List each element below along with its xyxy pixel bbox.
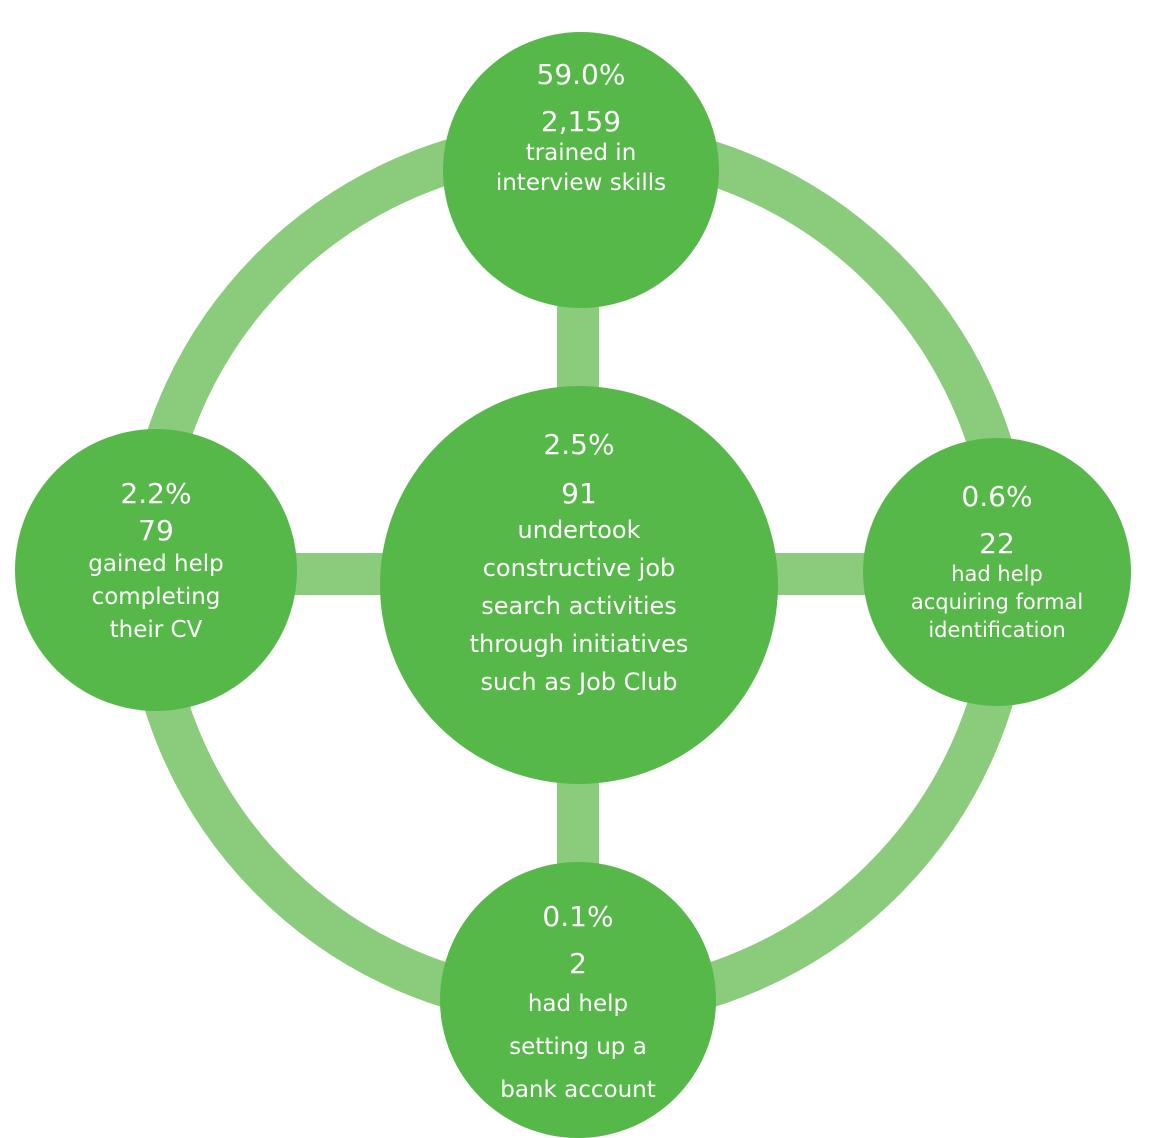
node-formal-identification: 0.6% 22 had help acquiring formal identi… (863, 438, 1131, 706)
node-count: 91 (561, 477, 597, 510)
node-caption-line: undertook (517, 516, 641, 544)
node-caption-line: acquiring formal (910, 590, 1084, 614)
node-cv-help: 2.2% 79 gained help completing their CV (15, 429, 297, 711)
node-count: 22 (979, 527, 1015, 560)
node-interview-skills: 59.0% 2,159 trained in interview skills (443, 32, 719, 308)
node-percent: 0.1% (542, 900, 614, 933)
node-count: 2 (569, 947, 587, 980)
spoke-left (290, 553, 386, 595)
node-percent: 2.5% (543, 428, 615, 461)
node-caption-line: identification (928, 618, 1066, 642)
node-caption-line: trained in (525, 140, 637, 166)
node-caption-line: completing (91, 584, 221, 610)
spoke-bottom (557, 770, 599, 870)
node-percent: 59.0% (536, 58, 626, 91)
node-caption-line: interview skills (495, 170, 667, 196)
node-count: 2,159 (540, 105, 622, 138)
node-caption-line: had help (527, 991, 629, 1017)
node-caption-line: setting up a (509, 1034, 647, 1060)
node-bank-account: 0.1% 2 had help setting up a bank accoun… (440, 862, 716, 1138)
node-percent: 2.2% (120, 477, 192, 510)
node-count: 79 (138, 514, 174, 547)
node-caption-line: their CV (109, 617, 203, 643)
node-caption-line: search activities (481, 592, 677, 620)
node-caption-line: constructive job (482, 554, 676, 582)
node-caption-line: had help (951, 562, 1043, 586)
node-caption-line: bank account (500, 1077, 656, 1103)
node-caption-line: such as Job Club (480, 668, 678, 696)
node-percent: 0.6% (961, 480, 1033, 513)
node-job-search-activities: 2.5% 91 undertook constructive job searc… (380, 386, 778, 784)
spoke-right (770, 553, 868, 595)
node-caption-line: through initiatives (469, 630, 689, 658)
node-caption-line: gained help (88, 551, 224, 577)
